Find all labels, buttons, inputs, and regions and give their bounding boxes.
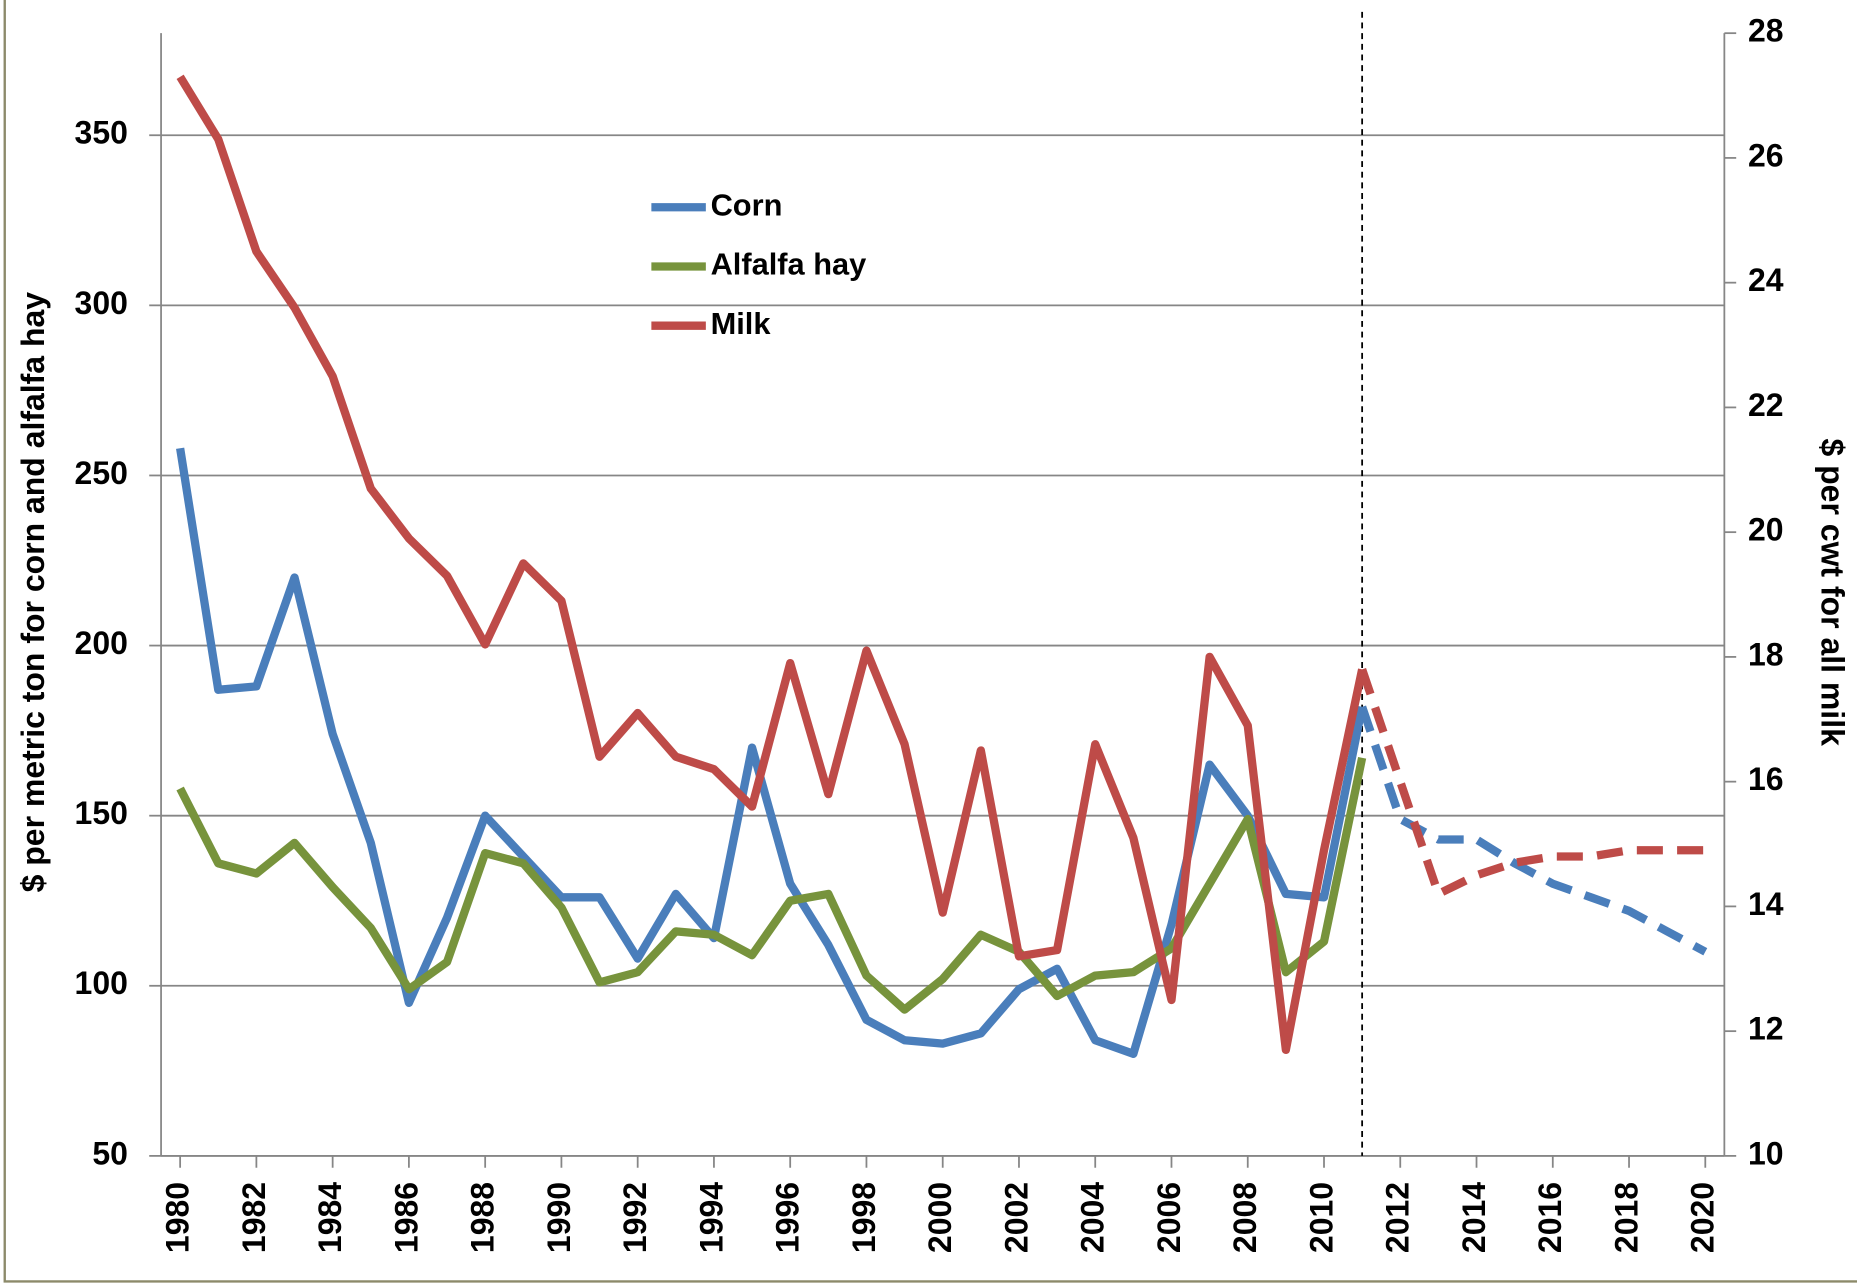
y2-tick-label: 14: [1748, 886, 1784, 922]
x-tick-label: 2002: [998, 1182, 1034, 1253]
x-tick-label: 1992: [617, 1182, 653, 1253]
y2-tick-label: 24: [1748, 262, 1784, 298]
x-tick-label: 1982: [236, 1182, 272, 1253]
x-tick-label: 2008: [1227, 1182, 1263, 1253]
y-tick-label: 300: [75, 285, 128, 321]
x-tick-label: 1998: [846, 1182, 882, 1253]
x-tick-label: 1994: [693, 1182, 729, 1253]
series-line: [176, 447, 1367, 1058]
y2-tick-label: 18: [1748, 636, 1784, 672]
x-tick-label: 1990: [541, 1182, 577, 1253]
frame: [3, 0, 1857, 1283]
y2-tick-label: 28: [1748, 13, 1784, 49]
y2-tick-label: 16: [1748, 761, 1784, 797]
y2-axis-label: $ per cwt for all milk: [1814, 438, 1850, 746]
x-tick-label: 2004: [1075, 1182, 1111, 1253]
projection-line: [1358, 668, 1706, 899]
legend-label: Milk: [711, 306, 772, 341]
x-tick-label: 2014: [1456, 1182, 1492, 1253]
x-tick-label: 2016: [1532, 1182, 1568, 1253]
x-tick-label: 2020: [1685, 1182, 1721, 1253]
y-tick-label: 350: [75, 115, 128, 151]
y-tick-label: 100: [75, 965, 128, 1001]
y2-tick-label: 12: [1748, 1011, 1784, 1047]
y-tick-label: 50: [92, 1135, 128, 1171]
y2-tick-label: 22: [1748, 387, 1784, 423]
y2-tick-label: 10: [1748, 1135, 1784, 1171]
x-tick-label: 2006: [1151, 1182, 1187, 1253]
legend-label: Corn: [711, 187, 783, 222]
x-tick-label: 2018: [1608, 1182, 1644, 1253]
x-tick-label: 1980: [160, 1182, 196, 1253]
y2-tick-label: 26: [1748, 137, 1784, 173]
x-tick-label: 1988: [465, 1182, 501, 1253]
y-tick-label: 150: [75, 795, 128, 831]
y-tick-label: 200: [75, 625, 128, 661]
y-axis-label: $ per metric ton for corn and alfalfa ha…: [15, 292, 51, 893]
series-line: [176, 74, 1367, 1055]
x-tick-label: 2000: [922, 1182, 958, 1253]
legend-label: Alfalfa hay: [711, 247, 867, 282]
y2-tick-label: 20: [1748, 512, 1784, 548]
x-tick-label: 1984: [312, 1182, 348, 1253]
series-line: [176, 756, 1367, 1014]
y-tick-label: 250: [75, 455, 128, 491]
x-tick-label: 1996: [770, 1182, 806, 1253]
x-tick-label: 2010: [1303, 1182, 1339, 1253]
x-tick-label: 1986: [388, 1182, 424, 1253]
x-tick-label: 2012: [1380, 1182, 1416, 1253]
